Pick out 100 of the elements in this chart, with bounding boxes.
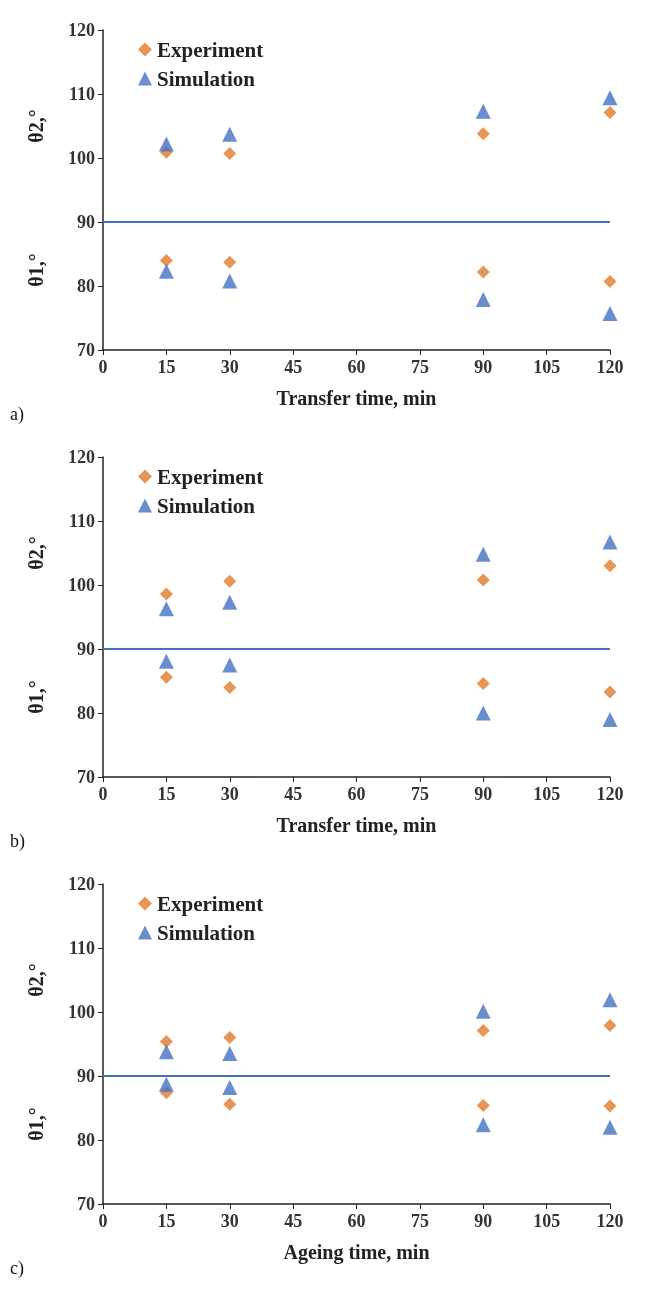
point	[475, 103, 491, 119]
y-tick-label: 110	[68, 511, 95, 531]
y-tick-label: 80	[77, 703, 95, 723]
text: b)	[10, 831, 25, 852]
point	[159, 670, 173, 684]
y-tick-label: 90	[77, 1066, 95, 1086]
x-tick-label: 15	[157, 784, 176, 804]
x-tick-label: 30	[220, 784, 239, 804]
x-tick-label: 90	[474, 784, 493, 804]
y-tick-label: 120	[68, 874, 95, 894]
legend-label: Simulation	[157, 66, 256, 91]
point	[603, 559, 617, 573]
x-tick-label: 0	[98, 1211, 108, 1231]
x-tick-label: 120	[596, 1211, 624, 1231]
y-tick-label: 110	[68, 938, 95, 958]
y-tick-label: 100	[68, 148, 95, 168]
point	[158, 1044, 174, 1060]
point	[223, 255, 237, 269]
x-tick-label: 60	[347, 784, 366, 804]
point	[476, 573, 490, 587]
point	[603, 685, 617, 699]
point	[603, 275, 617, 289]
text: θ2,°	[25, 109, 47, 143]
x-axis-title: Transfer time, min	[276, 387, 437, 409]
y-axis-title: θ1,°	[25, 1107, 47, 1141]
point	[476, 265, 490, 279]
legend-label: Experiment	[157, 37, 264, 62]
x-tick-label: 105	[533, 784, 561, 804]
point	[603, 1018, 617, 1032]
point	[158, 601, 174, 617]
x-tick-label: 30	[220, 1211, 239, 1231]
point	[159, 587, 173, 601]
point	[476, 677, 490, 691]
text: c)	[10, 1258, 24, 1279]
y-tick-label: 90	[77, 639, 95, 659]
point	[222, 657, 238, 673]
x-tick-label: 0	[98, 784, 108, 804]
y-tick-label: 70	[77, 1194, 95, 1214]
y-tick-label: 80	[77, 1130, 95, 1150]
x-tick-label: 105	[533, 357, 561, 377]
y-axis-title: θ1,°	[25, 680, 47, 714]
point	[222, 273, 238, 289]
text: a)	[10, 404, 24, 425]
legend-label: Experiment	[157, 464, 264, 489]
legend-label: Simulation	[157, 920, 256, 945]
point	[222, 1080, 238, 1096]
y-tick-label: 100	[68, 575, 95, 595]
y-tick-label: 100	[68, 1002, 95, 1022]
point	[158, 1076, 174, 1092]
point	[222, 126, 238, 142]
x-tick-label: 30	[220, 357, 239, 377]
x-tick-label: 75	[410, 784, 429, 804]
point	[475, 1003, 491, 1019]
point	[223, 147, 237, 161]
y-axis-title: θ1,°	[25, 253, 47, 287]
point	[223, 1097, 237, 1111]
x-tick-label: 0	[98, 357, 108, 377]
y-tick-label: 90	[77, 212, 95, 232]
point	[223, 1031, 237, 1045]
y-tick-label: 70	[77, 340, 95, 360]
x-tick-label: 15	[157, 1211, 176, 1231]
point	[158, 136, 174, 152]
point	[158, 263, 174, 279]
x-tick-label: 75	[410, 1211, 429, 1231]
x-tick-label: 105	[533, 1211, 561, 1231]
y-tick-label: 70	[77, 767, 95, 787]
point	[475, 546, 491, 562]
point	[476, 127, 490, 141]
legend-label: Simulation	[157, 493, 256, 518]
point	[223, 680, 237, 694]
point	[475, 705, 491, 721]
x-tick-label: 45	[284, 357, 303, 377]
text: θ2,°	[25, 536, 47, 570]
point	[602, 711, 618, 727]
text: θ2,°	[25, 963, 47, 997]
point	[476, 1024, 490, 1038]
point	[223, 574, 237, 588]
x-axis-title: Transfer time, min	[276, 814, 437, 836]
point	[159, 1034, 173, 1048]
point	[159, 253, 173, 267]
legend-label: Experiment	[157, 891, 264, 916]
x-tick-label: 45	[284, 1211, 303, 1231]
x-tick-label: 60	[347, 357, 366, 377]
point	[222, 1046, 238, 1062]
x-tick-label: 120	[596, 784, 624, 804]
x-tick-label: 120	[596, 357, 624, 377]
point	[475, 291, 491, 307]
point	[602, 1119, 618, 1135]
point	[602, 992, 618, 1008]
point	[476, 1098, 490, 1112]
point	[222, 594, 238, 610]
y-tick-label: 80	[77, 276, 95, 296]
y-tick-label: 120	[68, 447, 95, 467]
point	[602, 90, 618, 106]
point	[158, 653, 174, 669]
x-tick-label: 75	[410, 357, 429, 377]
x-tick-label: 60	[347, 1211, 366, 1231]
point	[603, 106, 617, 120]
y-tick-label: 120	[68, 20, 95, 40]
x-axis-title: Ageing time, min	[283, 1241, 430, 1264]
